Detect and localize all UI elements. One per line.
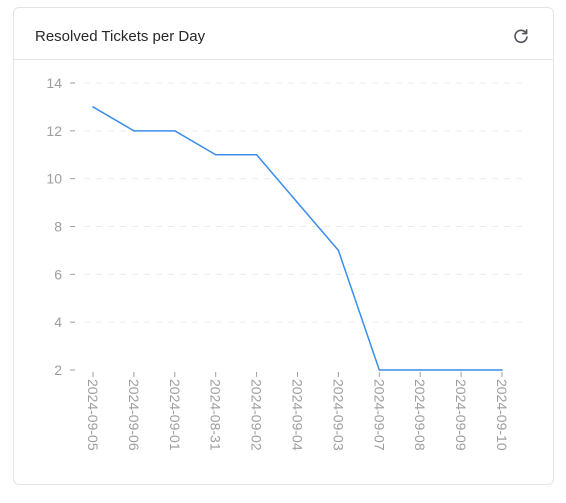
card-header: Resolved Tickets per Day xyxy=(14,8,553,60)
refresh-icon xyxy=(514,29,528,44)
chart-card: Resolved Tickets per Day xyxy=(13,7,554,485)
refresh-button[interactable] xyxy=(511,27,531,47)
card-title: Resolved Tickets per Day xyxy=(35,28,206,45)
